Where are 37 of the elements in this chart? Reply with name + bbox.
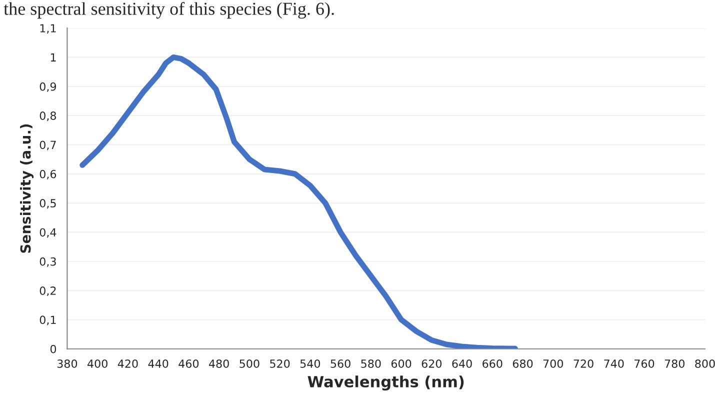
- x-tick-label: 500: [240, 359, 260, 368]
- x-tick-label: 560: [330, 359, 350, 368]
- x-tick-label: 380: [57, 359, 78, 368]
- y-tick-label: 0,8: [40, 112, 56, 122]
- y-tick-label: 0,5: [40, 199, 56, 209]
- y-tick-label: 1,1: [40, 24, 56, 34]
- x-tick-label: 620: [422, 359, 442, 368]
- x-tick-label: 660: [482, 359, 502, 368]
- x-tick-label: 460: [178, 359, 199, 368]
- y-tick-label: 0,4: [40, 228, 56, 238]
- y-tick-label: 0,7: [40, 140, 56, 150]
- y-tick-label: 0,1: [40, 316, 56, 326]
- x-tick-label: 480: [209, 359, 229, 368]
- y-tick-label: 0,2: [40, 286, 56, 296]
- y-tick-label: 0,9: [40, 82, 56, 92]
- x-tick-label: 400: [88, 359, 108, 368]
- x-tick-label: 580: [361, 359, 381, 368]
- y-axis-title: Sensitivity (a.u.): [20, 124, 34, 253]
- x-tick-label: 720: [574, 359, 594, 368]
- y-tick-label: 0: [50, 344, 56, 354]
- x-tick-label: 600: [391, 359, 412, 368]
- text: the spectral sensitivity of this species (Fig. 6).: [4, 2, 334, 19]
- x-tick-label: 420: [118, 359, 138, 368]
- x-tick-label: 540: [300, 359, 320, 368]
- x-tick-label: 740: [604, 359, 624, 368]
- x-tick-label: 700: [543, 359, 564, 368]
- x-tick-label: 760: [634, 359, 654, 368]
- x-axis-title: Wavelengths (nm): [308, 376, 464, 390]
- x-tick-label: 520: [270, 359, 290, 368]
- y-tick-label: 0,6: [40, 170, 56, 180]
- y-tick-label: 1: [50, 53, 56, 62]
- x-tick-label: 640: [452, 359, 472, 368]
- x-tick-label: 440: [148, 359, 168, 368]
- x-tick-label: 680: [512, 359, 533, 368]
- x-tick-label: 800: [695, 359, 715, 368]
- x-tick-label: 780: [664, 359, 684, 368]
- y-tick-label: 0,3: [40, 257, 56, 267]
